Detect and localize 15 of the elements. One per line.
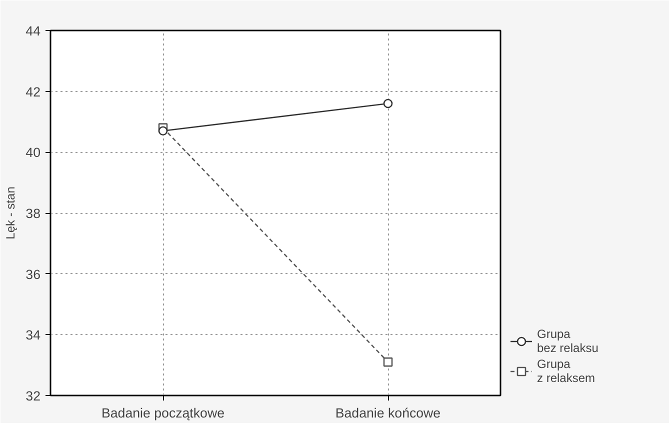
point — [383, 357, 393, 367]
legend-label: Grupa bez relaksu — [537, 327, 598, 355]
legend-label: Grupa z relaksem — [537, 357, 596, 385]
point — [383, 98, 393, 108]
y-tick-label: 34 — [26, 328, 42, 343]
point — [158, 126, 168, 136]
y-tick-label: 44 — [26, 24, 42, 38]
y-tick-label: 40 — [26, 145, 41, 160]
y-tick-label: 32 — [26, 388, 41, 404]
x-tick-label: Badanie końcowe — [335, 406, 441, 420]
y-axis-title: Lęk - stan — [4, 186, 18, 240]
y-tick-label: 36 — [26, 266, 41, 282]
x-tick-label: Badanie początkowe — [102, 406, 224, 420]
y-tick-label: 42 — [26, 84, 41, 100]
y-tick-label: 38 — [26, 206, 41, 221]
